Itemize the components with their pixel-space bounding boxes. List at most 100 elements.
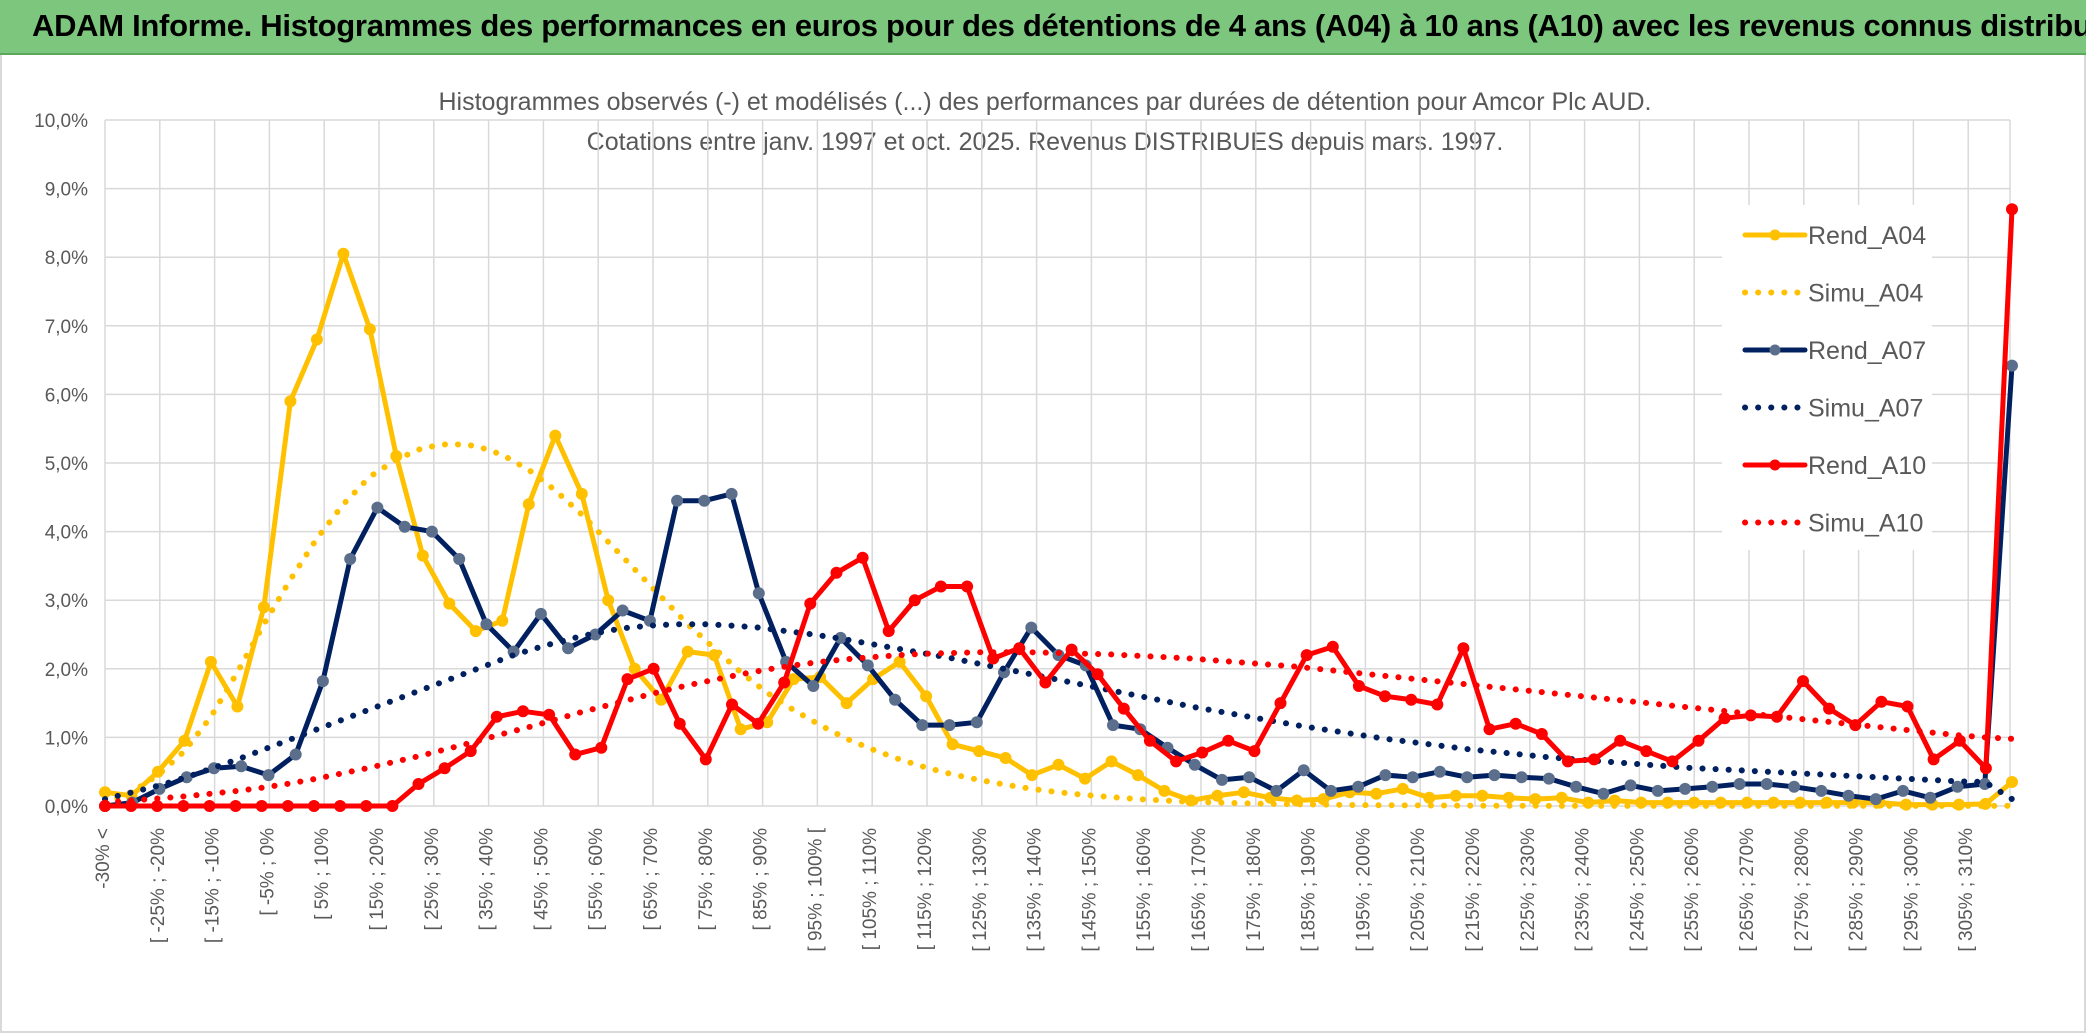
data-point xyxy=(1248,745,1261,758)
data-point xyxy=(1300,649,1313,662)
legend-label: Simu_A10 xyxy=(1808,510,1923,538)
x-tick-label: [ 165% ; 170% xyxy=(1189,828,1210,952)
data-point xyxy=(1842,789,1855,802)
chart-title-line2: Cotations entre janv. 1997 et oct. 2025.… xyxy=(587,128,1504,156)
data-point xyxy=(1924,791,1937,804)
data-point xyxy=(830,566,843,579)
data-point xyxy=(453,553,466,565)
data-point xyxy=(961,580,974,593)
data-point xyxy=(2006,359,2018,372)
data-point xyxy=(1326,640,1339,653)
data-point xyxy=(1901,700,1914,713)
data-point xyxy=(1026,769,1038,782)
data-point xyxy=(496,614,509,627)
x-tick-label: [ 25% ; 30% xyxy=(422,828,443,931)
data-point xyxy=(1025,621,1038,634)
legend-label: Rend_A07 xyxy=(1808,337,1926,365)
data-point xyxy=(575,487,588,500)
data-point xyxy=(1431,698,1444,711)
data-point xyxy=(1352,680,1365,692)
x-tick-label: [ 85% ; 90% xyxy=(751,828,772,931)
legend-label: Simu_A04 xyxy=(1808,280,1923,308)
data-point xyxy=(1143,734,1156,747)
legend-background xyxy=(1722,205,1932,550)
data-point xyxy=(543,708,556,721)
data-point xyxy=(1405,693,1418,706)
data-point xyxy=(1211,789,1224,802)
data-point xyxy=(778,676,791,689)
data-point xyxy=(1433,765,1446,778)
data-point xyxy=(1216,773,1228,786)
data-point xyxy=(316,675,329,688)
data-point xyxy=(1461,771,1474,784)
data-point xyxy=(734,723,747,736)
y-tick-label: 9,0% xyxy=(45,180,88,201)
data-point xyxy=(1718,712,1731,725)
data-point xyxy=(1039,676,1052,689)
data-point xyxy=(480,618,493,631)
data-point xyxy=(647,662,660,675)
header-title: ADAM Informe. Histogrammes des performan… xyxy=(32,8,2086,43)
x-tick-label: [ -5% ; 0% xyxy=(257,828,278,916)
data-point xyxy=(1788,780,1801,793)
data-point xyxy=(1243,771,1256,784)
data-point xyxy=(1588,753,1600,766)
x-tick-label: [ 15% ; 20% xyxy=(367,828,388,931)
data-point xyxy=(308,800,320,812)
data-point xyxy=(469,625,482,638)
x-tick-label: [ 275% ; 280% xyxy=(1792,828,1813,952)
x-tick-label: [ 175% ; 180% xyxy=(1244,828,1265,952)
data-point xyxy=(386,800,399,812)
y-tick-label: 1,0% xyxy=(45,728,88,749)
data-point xyxy=(916,719,929,732)
data-point xyxy=(1274,697,1287,710)
x-tick-label: [ 305% ; 310% xyxy=(1956,828,1977,952)
data-point xyxy=(946,738,959,751)
data-point xyxy=(616,604,629,617)
data-point xyxy=(671,494,684,507)
data-point xyxy=(1692,734,1705,747)
data-point xyxy=(522,498,535,511)
data-point xyxy=(1091,668,1104,681)
data-point xyxy=(1476,789,1489,802)
y-tick-label: 2,0% xyxy=(45,660,88,681)
data-point xyxy=(229,800,242,812)
data-point xyxy=(1170,755,1183,768)
data-point xyxy=(908,594,921,607)
data-point xyxy=(549,429,562,442)
x-tick-label: [ -25% ; -20% xyxy=(148,828,169,943)
data-point xyxy=(517,705,529,718)
data-point xyxy=(284,395,297,408)
legend-label: Simu_A07 xyxy=(1808,395,1923,423)
data-point xyxy=(262,769,275,782)
series-line-simu-a10 xyxy=(102,649,2015,806)
data-point xyxy=(337,247,350,260)
data-point xyxy=(1222,734,1235,747)
x-tick-label: [ 105% ; 110% xyxy=(860,828,881,950)
chart-frame xyxy=(0,55,2086,1033)
data-point xyxy=(204,655,217,668)
x-tick-label: [ 205% ; 210% xyxy=(1408,828,1429,952)
data-point xyxy=(1509,717,1522,730)
data-point xyxy=(490,710,503,723)
legend-label: Rend_A10 xyxy=(1808,452,1926,480)
data-point xyxy=(1640,745,1653,758)
data-point xyxy=(310,333,323,346)
data-point xyxy=(344,553,357,565)
data-point xyxy=(1052,758,1065,771)
data-point xyxy=(203,800,216,812)
x-tick-label: [ 35% ; 40% xyxy=(477,828,498,931)
x-tick-label: [ 45% ; 50% xyxy=(531,828,552,931)
x-tick-label: [ 125% ; 130% xyxy=(970,828,991,952)
data-point xyxy=(1869,793,1882,806)
data-point xyxy=(1515,771,1528,784)
data-point xyxy=(569,748,582,761)
data-point xyxy=(893,655,906,668)
y-tick-label: 3,0% xyxy=(45,591,88,612)
x-tick-label: [ 55% ; 60% xyxy=(586,828,607,931)
x-tick-label: [ 295% ; 300% xyxy=(1901,828,1922,952)
data-point xyxy=(725,487,738,500)
data-point xyxy=(681,645,694,658)
x-tick-label: [ 245% ; 250% xyxy=(1627,828,1648,952)
x-tick-label: -30% < xyxy=(93,828,114,889)
